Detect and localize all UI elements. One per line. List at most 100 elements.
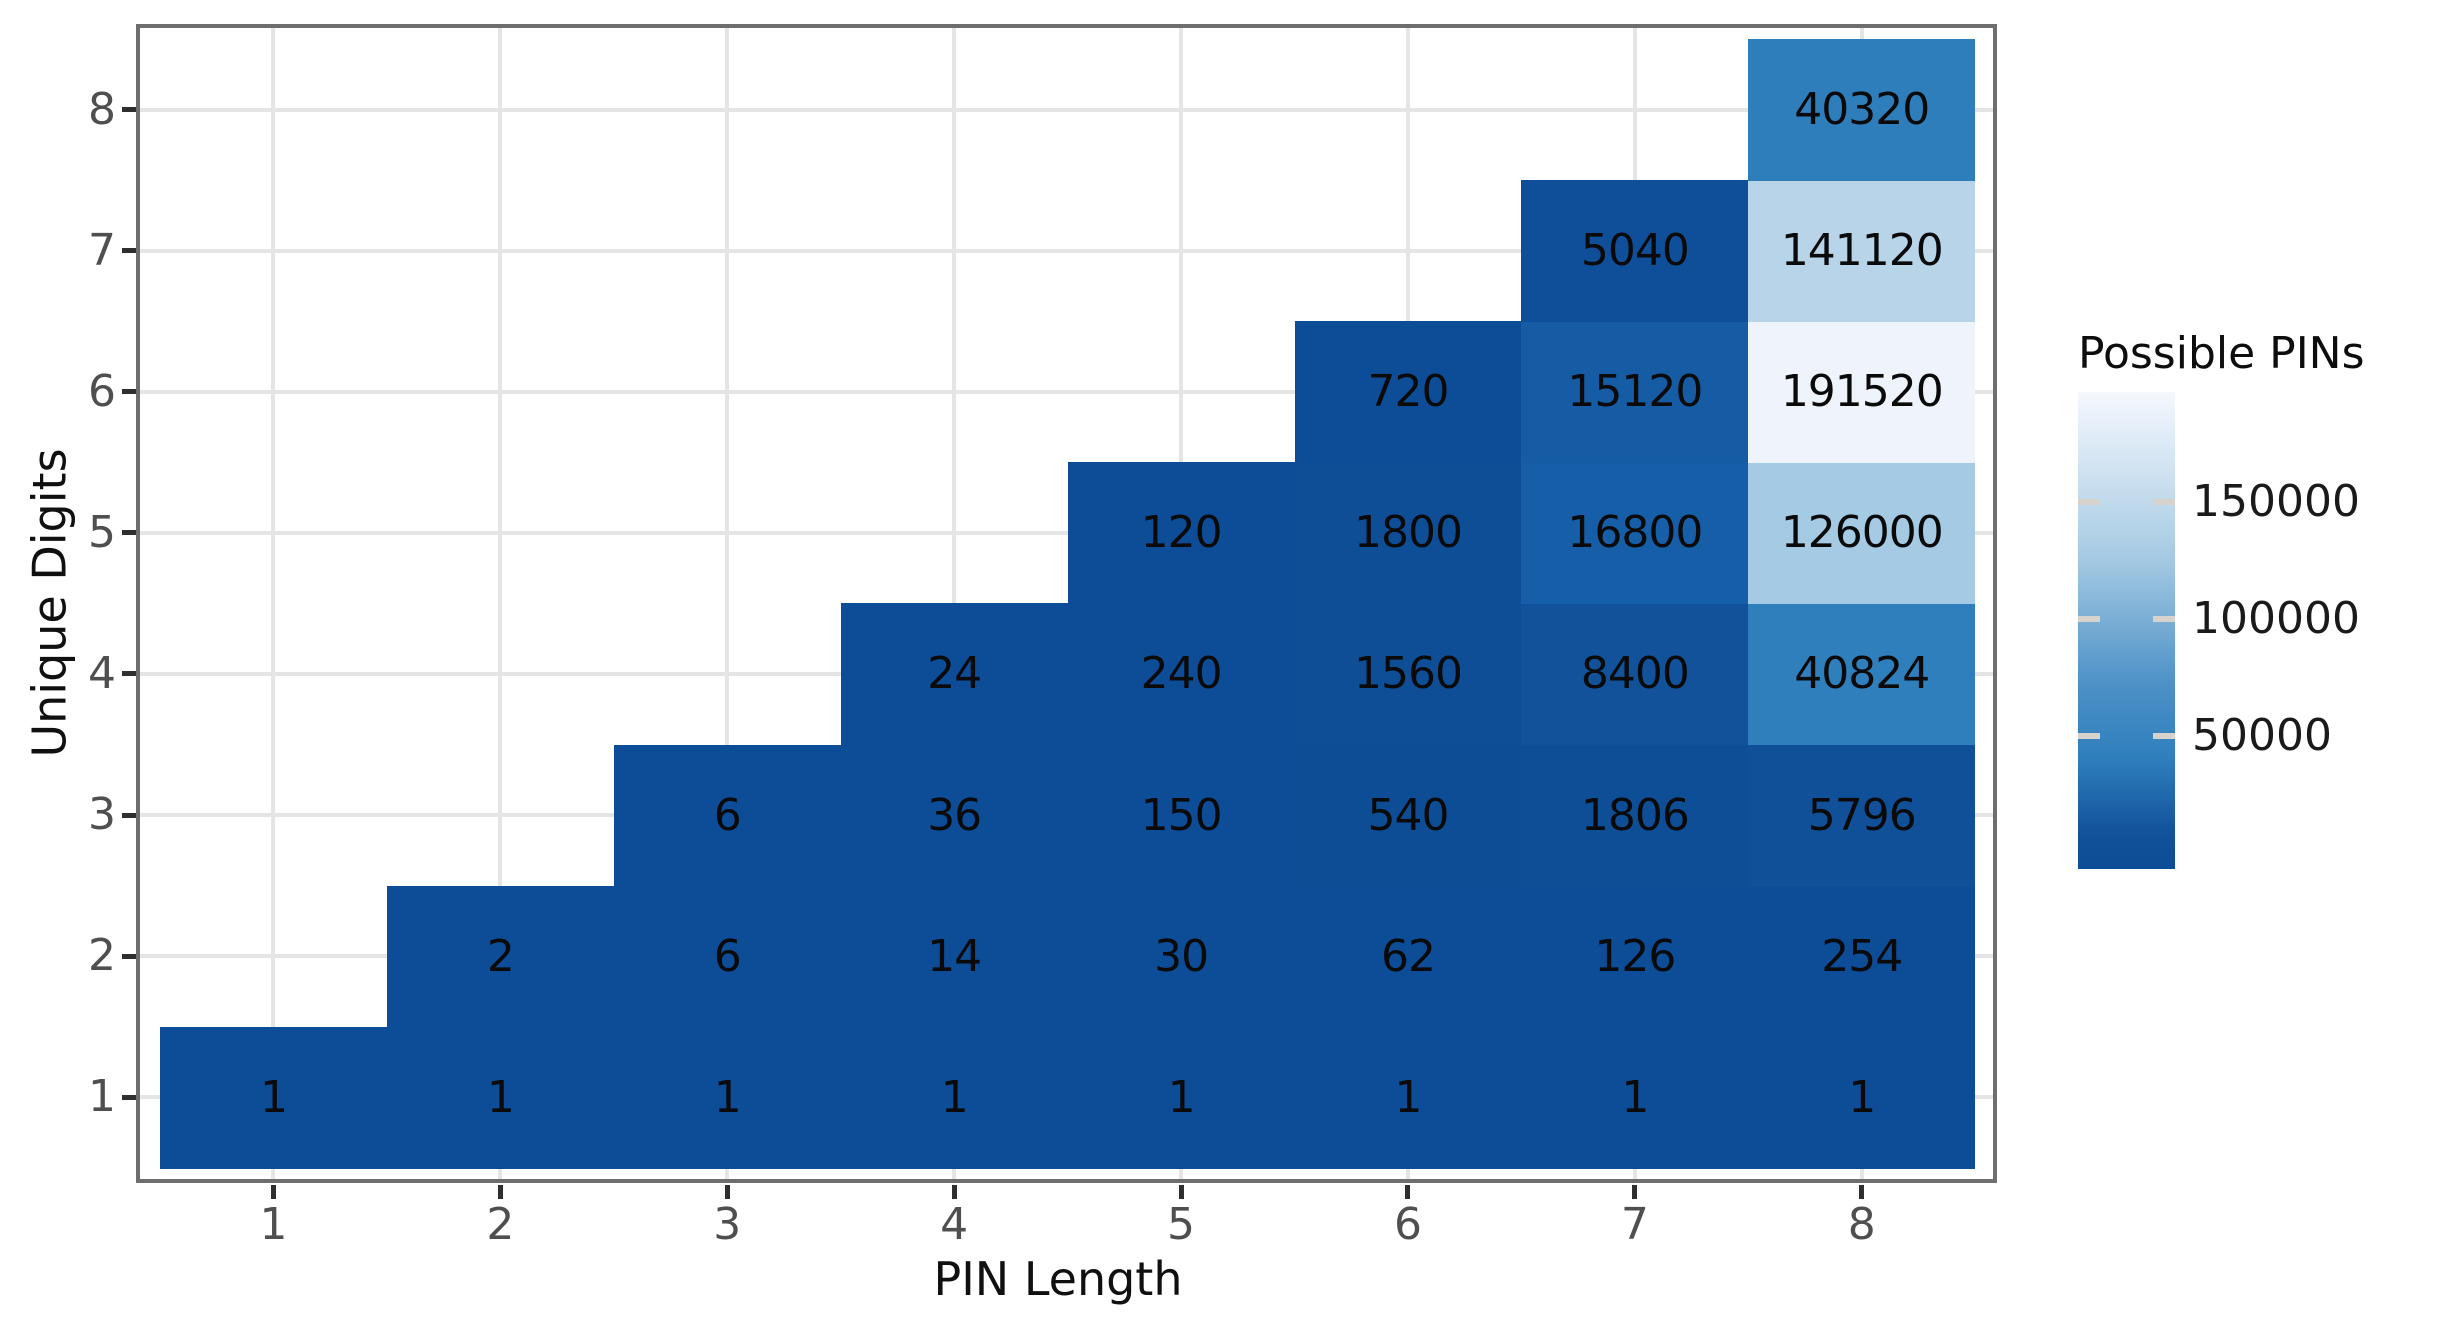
cell-value-label: 24	[927, 648, 982, 700]
colorbar-tick-dash	[2153, 733, 2175, 740]
heatmap-cell: 16800	[1521, 462, 1749, 605]
x-tick-mark	[1859, 1185, 1865, 1199]
cell-value-label: 150	[1140, 789, 1223, 841]
cell-value-label: 8400	[1580, 648, 1690, 700]
heatmap-cell: 8400	[1521, 603, 1749, 746]
heatmap-cell: 1800	[1294, 462, 1522, 605]
cell-value-label: 120	[1140, 507, 1223, 559]
x-tick-label: 6	[1393, 1199, 1422, 1250]
cell-value-label: 1806	[1580, 789, 1690, 841]
cell-value-label: 126	[1594, 930, 1676, 982]
heatmap-cell: 1	[1294, 1026, 1522, 1169]
gridline-vertical	[498, 28, 503, 1179]
heatmap-cell: 6	[613, 885, 841, 1028]
heatmap-cell: 240	[1067, 603, 1295, 746]
colorbar-tick-dash	[2153, 616, 2175, 623]
heatmap-cell: 6	[613, 744, 841, 887]
legend-title: Possible PINs	[2078, 328, 2365, 379]
heatmap-cell: 30	[1067, 885, 1295, 1028]
x-tick-mark	[1405, 1185, 1411, 1199]
heatmap-cell: 14	[840, 885, 1068, 1028]
cell-value-label: 1	[1848, 1071, 1876, 1123]
heatmap-cell: 40320	[1748, 39, 1976, 181]
heatmap-cell: 5040	[1521, 180, 1749, 323]
heatmap-cell: 1	[1748, 1026, 1976, 1169]
gridline-horizontal	[140, 389, 1993, 394]
gridline-horizontal	[140, 248, 1993, 253]
y-tick-label: 4	[88, 647, 116, 699]
cell-value-label: 240	[1140, 648, 1223, 700]
colorbar-tick-label: 150000	[2192, 476, 2360, 527]
x-tick-mark	[724, 1185, 730, 1199]
heatmap-cell: 1	[386, 1026, 614, 1169]
colorbar-tick-dash	[2078, 499, 2100, 505]
y-tick-label: 5	[88, 506, 116, 558]
heatmap-cell: 720	[1294, 321, 1522, 464]
y-tick-mark	[122, 389, 136, 395]
heatmap-cell: 1	[840, 1026, 1068, 1169]
y-tick-mark	[122, 812, 136, 818]
cell-value-label: 36	[927, 789, 982, 841]
colorbar-tick-label: 50000	[2192, 710, 2332, 762]
cell-value-label: 14	[927, 930, 982, 982]
cell-value-label: 1560	[1354, 648, 1463, 700]
heatmap-cell: 1	[613, 1026, 841, 1169]
cell-value-label: 1800	[1354, 507, 1463, 559]
cell-value-label: 40824	[1794, 648, 1930, 700]
heatmap-cell: 1	[160, 1026, 387, 1169]
cell-value-label: 1	[260, 1071, 288, 1123]
cell-value-label: 1	[1621, 1071, 1649, 1123]
colorbar-tick-dash	[2153, 499, 2175, 505]
y-tick-mark	[122, 530, 136, 536]
y-tick-mark	[122, 671, 136, 677]
cell-value-label: 2	[486, 930, 515, 982]
cell-value-label: 141120	[1780, 225, 1944, 277]
cell-value-label: 126000	[1780, 507, 1944, 559]
heatmap-cell: 126	[1521, 885, 1749, 1028]
heatmap-cell: 120	[1067, 462, 1295, 605]
cell-value-label: 6	[713, 789, 742, 841]
x-tick-mark	[951, 1185, 957, 1199]
cell-value-label: 62	[1381, 930, 1436, 982]
heatmap-cell: 62	[1294, 885, 1522, 1028]
cell-value-label: 15120	[1567, 366, 1703, 418]
cell-value-label: 1	[1167, 1071, 1196, 1123]
colorbar-gradient	[2078, 392, 2175, 869]
y-tick-mark	[122, 248, 136, 254]
x-tick-mark	[497, 1185, 503, 1199]
cell-value-label: 40320	[1794, 84, 1930, 135]
heatmap-cell: 1	[1521, 1026, 1749, 1169]
heatmap-cell: 141120	[1748, 180, 1976, 323]
y-tick-mark	[122, 107, 136, 113]
x-tick-label: 1	[259, 1199, 288, 1250]
y-tick-label: 1	[88, 1071, 116, 1123]
x-tick-mark	[1632, 1185, 1638, 1199]
heatmap-cell: 540	[1294, 744, 1522, 887]
x-tick-label: 4	[940, 1199, 969, 1250]
y-tick-mark	[122, 1094, 136, 1100]
heatmap-cell: 15120	[1521, 321, 1749, 464]
heatmap-cell: 5796	[1748, 744, 1976, 887]
cell-value-label: 191520	[1780, 366, 1944, 418]
heatmap-cell: 36	[840, 744, 1068, 887]
cell-value-label: 30	[1154, 930, 1209, 982]
y-tick-label: 6	[88, 365, 116, 417]
cell-value-label: 1	[486, 1071, 515, 1123]
x-axis-title: PIN Length	[933, 1252, 1183, 1306]
x-tick-label: 7	[1620, 1199, 1649, 1250]
cell-value-label: 720	[1367, 366, 1450, 418]
x-tick-mark	[270, 1185, 276, 1199]
x-tick-label: 5	[1167, 1199, 1196, 1250]
y-tick-label: 8	[88, 83, 116, 135]
cell-value-label: 16800	[1567, 507, 1703, 559]
gridline-vertical	[725, 28, 730, 1179]
heatmap-cell: 1	[1067, 1026, 1295, 1169]
cell-value-label: 1	[1394, 1071, 1423, 1123]
x-tick-label: 8	[1847, 1199, 1876, 1250]
heatmap-cell: 1560	[1294, 603, 1522, 746]
y-tick-label: 3	[88, 789, 116, 841]
x-tick-label: 3	[713, 1199, 742, 1250]
heatmap-cell: 150	[1067, 744, 1295, 887]
heatmap-cell: 1806	[1521, 744, 1749, 887]
